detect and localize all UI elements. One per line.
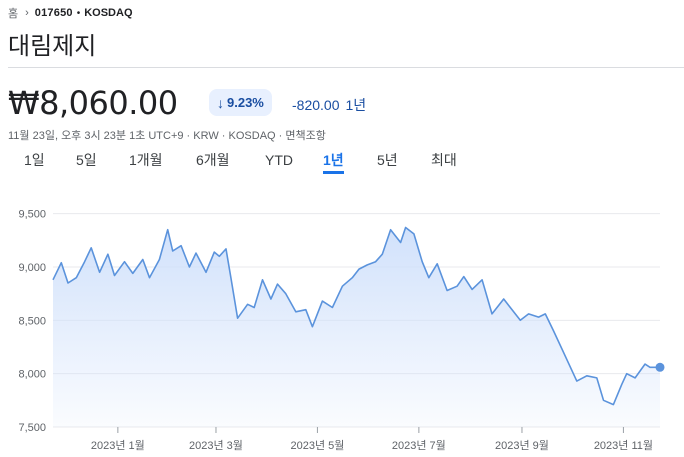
breadcrumb: 홈 › 017650 • KOSDAQ [8,6,133,20]
change-percent: 9.23% [227,95,264,110]
x-tick-label: 2023년 9월 [495,439,549,452]
quote-meta: 11월 23일, 오후 3시 23분 1초 UTC+9 · KRW · KOSD… [8,130,326,142]
price-area [53,227,660,427]
change-percent-badge: ↓ 9.23% [209,89,272,116]
divider [8,67,684,68]
change-abs-value: -820.00 [292,97,340,113]
tab-1y[interactable]: 1년 [323,150,344,174]
y-tick-label: 8,500 [18,315,46,327]
breadcrumb-exchange: KOSDAQ [84,7,133,19]
tab-5d[interactable]: 5일 [76,152,97,168]
stock-name: 대림제지 [8,32,97,60]
tab-1d[interactable]: 1일 [24,152,45,168]
breadcrumb-home[interactable]: 홈 [8,8,19,20]
stock-price: ₩8,060.00 [8,84,178,122]
y-tick-label: 7,500 [18,422,46,434]
x-tick-label: 2023년 7월 [392,439,446,452]
x-tick-label: 2023년 3월 [189,439,243,452]
tab-5y[interactable]: 5년 [377,152,398,168]
change-period: 1년 [345,97,367,113]
tab-6m[interactable]: 6개월 [196,152,230,168]
x-tick-label: 2023년 11월 [594,439,653,452]
arrow-down-icon: ↓ [217,94,224,111]
y-tick-label: 8,000 [18,369,46,381]
price-line [52,226,660,406]
y-tick-label: 9,500 [18,209,46,221]
last-price-point [655,362,665,372]
tab-ytd[interactable]: YTD [265,152,293,168]
x-tick-label: 2023년 5월 [290,439,344,452]
tab-1m[interactable]: 1개월 [129,152,163,168]
tab-max[interactable]: 최대 [431,152,457,168]
breadcrumb-ticker: 017650 [34,7,73,19]
breadcrumb-separator: • [76,7,81,19]
change-absolute: -820.00 1년 [292,95,366,115]
price-chart[interactable]: 7,500 8,000 8,500 9,000 9,500 2023년 1월 2023년 … [0,185,684,457]
chevron-right-icon: › [25,7,29,19]
x-tick-label: 2023년 1월 [91,439,145,452]
y-tick-label: 9,000 [18,262,46,274]
